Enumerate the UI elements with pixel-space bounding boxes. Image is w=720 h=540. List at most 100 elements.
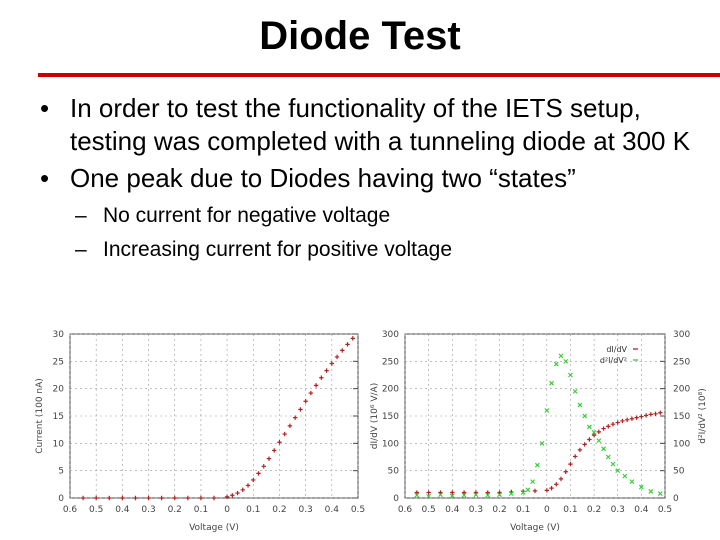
x-tick-label: 0.5 <box>658 505 672 515</box>
data-point <box>185 495 191 501</box>
data-point <box>261 464 266 469</box>
data-point <box>610 422 616 427</box>
data-point <box>658 410 663 415</box>
sub-bullet-text: No current for negative voltage <box>103 204 391 227</box>
x-tick-label: 0.2 <box>492 505 506 515</box>
data-point <box>539 440 545 446</box>
data-point <box>146 495 151 501</box>
data-point <box>282 431 287 437</box>
y2-tick-label: 100 <box>673 439 690 449</box>
y-tick-label: 20 <box>53 385 65 395</box>
data-point <box>582 442 587 447</box>
diode-plots: 0 5 10 15 20 25 30 0.6 0.5 0.4 0.3 0.2 0.1 0 0.1 0.2 0.3… <box>35 330 708 533</box>
y-tick-label: 150 <box>382 412 399 422</box>
data-point <box>639 414 644 419</box>
data-point <box>577 447 583 453</box>
data-point <box>587 437 592 442</box>
y-tick-label: 0 <box>58 494 64 504</box>
data-point <box>591 430 597 435</box>
data-point <box>340 348 345 353</box>
y-tick-label: 5 <box>58 467 64 477</box>
y2-tick-label: 150 <box>673 412 690 422</box>
data-point <box>319 375 324 380</box>
data-point <box>272 448 277 453</box>
y2-tick-label: 50 <box>673 467 685 477</box>
y-axis-label: dI/dV (10⁶ V/A) <box>370 383 380 449</box>
data-point <box>235 490 240 496</box>
y2-tick-label: 250 <box>673 357 690 367</box>
data-point <box>624 417 630 423</box>
data-point <box>350 336 355 341</box>
data-point <box>473 492 479 498</box>
data-point <box>251 477 256 483</box>
data-point <box>615 420 620 425</box>
data-point <box>601 446 606 452</box>
data-point <box>591 432 597 438</box>
data-point <box>303 399 308 404</box>
data-point <box>544 408 550 413</box>
dash-icon: – <box>75 238 87 261</box>
y-tick-label: 30 <box>53 330 65 340</box>
data-point <box>629 479 635 484</box>
bullet-text: One peak due to Diodes having two “state… <box>70 163 576 193</box>
data-point <box>93 495 99 501</box>
x-tick-label: 0.3 <box>611 505 625 515</box>
data-point <box>653 411 658 417</box>
data-point <box>558 353 564 359</box>
x-tick-label: 0.4 <box>634 505 649 515</box>
data-point <box>596 429 602 435</box>
y-tick-label: 25 <box>53 357 64 367</box>
data-point <box>277 440 282 445</box>
data-point <box>586 424 592 430</box>
y2-axis-label: d²I/dV² (10⁸) <box>698 388 708 443</box>
x-tick-label: 0.5 <box>421 505 435 515</box>
bullet-dot-icon: • <box>40 93 50 123</box>
data-point <box>80 495 86 501</box>
x-tick-label: 0.4 <box>115 505 130 515</box>
bullet-text: In order to test the functionality of th… <box>70 93 691 156</box>
x-tick-label: 0.5 <box>89 505 103 515</box>
y2-tick-label: 200 <box>673 385 690 395</box>
x-tick-label: 0.6 <box>63 505 78 515</box>
x-tick-label: 0.2 <box>168 505 182 515</box>
data-point <box>553 361 559 367</box>
y-axis-label: Current (100 nA) <box>35 378 45 454</box>
data-point <box>549 485 554 491</box>
x-tick-label: 0.1 <box>563 505 577 515</box>
data-point <box>558 476 564 482</box>
data-point <box>532 488 538 494</box>
data-point <box>554 482 559 487</box>
data-point <box>159 495 164 501</box>
y-tick-label: 250 <box>382 357 399 367</box>
data-point <box>120 495 125 501</box>
data-point <box>298 407 303 412</box>
data-point <box>133 495 138 501</box>
data-point <box>648 412 654 417</box>
x-tick-label: 0 <box>224 505 230 515</box>
data-point <box>634 415 639 420</box>
data-point <box>572 389 578 394</box>
data-point <box>438 492 443 498</box>
data-point <box>577 402 583 408</box>
data-point <box>596 438 602 443</box>
y-tick-label: 15 <box>53 412 64 422</box>
data-point <box>568 461 573 467</box>
y-tick-label: 10 <box>53 439 65 449</box>
data-point <box>648 489 654 494</box>
dash-icon: – <box>75 204 87 227</box>
data-point <box>308 390 314 396</box>
x-tick-label: 0.1 <box>246 505 260 515</box>
title-divider <box>38 73 720 77</box>
data-point <box>615 468 621 474</box>
data-point <box>211 495 217 501</box>
data-point <box>508 491 514 497</box>
data-point <box>657 491 663 497</box>
x-tick-label: 0.2 <box>587 505 601 515</box>
data-point <box>622 473 628 479</box>
data-point <box>601 426 606 431</box>
x-tick-label: 0.3 <box>141 505 155 515</box>
y-tick-label: 200 <box>382 385 399 395</box>
data-point <box>568 372 573 378</box>
slide-title: Diode Test <box>259 14 461 58</box>
data-point <box>563 469 568 474</box>
